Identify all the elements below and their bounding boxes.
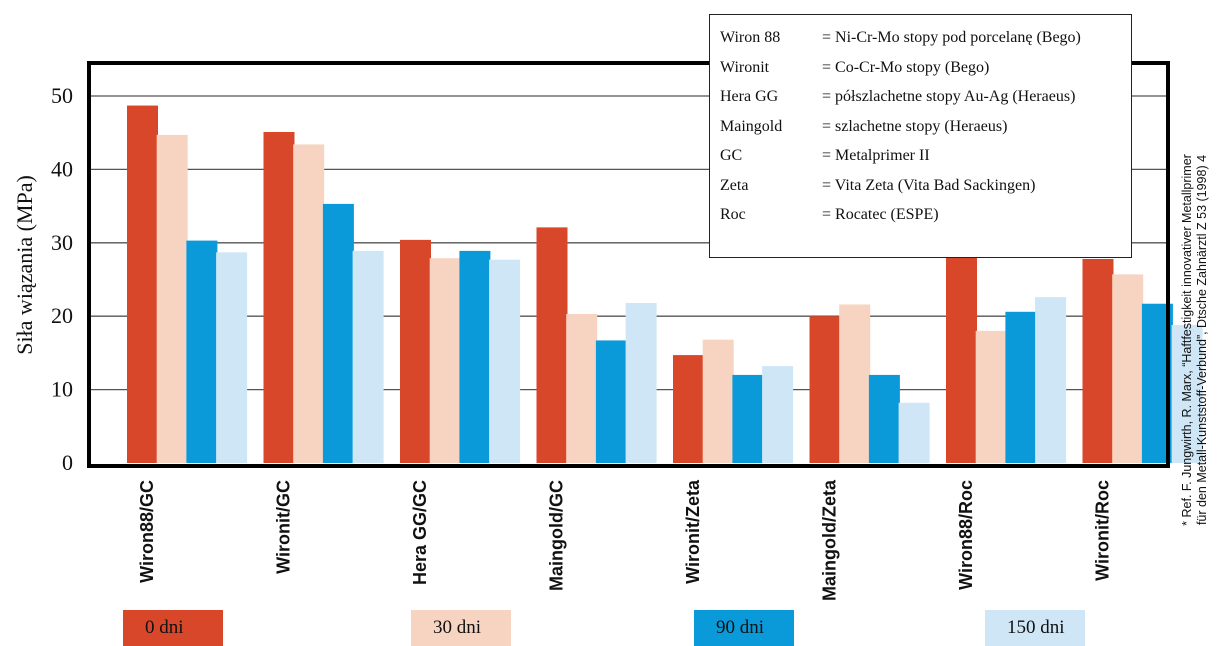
series-key-label: 150 dni	[1007, 617, 1065, 638]
x-tick-label: Wiron88/GC	[137, 480, 157, 583]
legend-value: = Rocatec (ESPE)	[822, 206, 939, 223]
y-tick-labels: 0 10 20 30 40 50	[51, 83, 73, 475]
bar	[1005, 311, 1037, 463]
bar	[489, 259, 521, 463]
bar	[566, 313, 598, 463]
bar	[868, 374, 900, 463]
legend-value: = Co-Cr-Mo stopy (Bego)	[822, 58, 990, 76]
legend-row: Wironit = Co-Cr-Mo stopy (Bego)	[720, 53, 1121, 83]
x-tick-label: Maingold/Zeta	[820, 479, 840, 601]
bar	[809, 316, 841, 463]
legend-row: Hera GG = półszlachetne stopy Au-Ag (Hera…	[720, 82, 1121, 112]
series-key-label: 0 dni	[145, 617, 184, 638]
series-key-label: 30 dni	[433, 617, 482, 638]
legend-key: Zeta	[720, 176, 749, 194]
legend-value: = Metalprimer II	[822, 147, 930, 164]
series-key-label: 90 dni	[716, 617, 765, 638]
series-key-0-days: 0 dni	[123, 610, 223, 646]
bar	[156, 134, 188, 464]
legend-row: Maingold = szlachetne stopy (Heraeus)	[720, 112, 1121, 142]
reference-line-1: * Ref. F. Jungwirth, R. Marx, “Haftfesti…	[1180, 154, 1194, 526]
series-key-30-days: 30 dni	[411, 610, 511, 646]
bar	[1082, 258, 1114, 463]
legend-value: = Vita Zeta (Vita Bad Sackingen)	[822, 176, 1036, 194]
bar	[536, 227, 568, 463]
legend-key: Hera GG	[720, 88, 779, 105]
legend-key: Wironit	[720, 58, 770, 76]
bar	[898, 402, 930, 463]
bar	[429, 258, 461, 463]
legend-key: Roc	[720, 206, 746, 223]
abbreviation-legend: Wiron 88 = Ni-Cr-Mo stopy pod porcelanę (…	[709, 14, 1132, 258]
bar	[127, 105, 158, 464]
x-tick-label: Wironit/Roc	[1093, 480, 1113, 581]
bar	[625, 302, 657, 463]
legend-value: = Ni-Cr-Mo stopy pod porcelanę (Bego)	[822, 29, 1081, 46]
bar	[263, 131, 295, 463]
series-key-90-days: 90 dni	[694, 610, 794, 646]
x-tick-label: Wironit/GC	[274, 480, 294, 574]
legend-row: Roc = Rocatec (ESPE)	[720, 200, 1121, 230]
y-tick-label: 20	[51, 303, 73, 328]
y-axis-label: Siła wiązania (MPa)	[12, 175, 37, 355]
bar	[1035, 297, 1067, 463]
legend-key: GC	[720, 147, 743, 164]
reference-footnote: * Ref. F. Jungwirth, R. Marx, “Haftfesti…	[1180, 60, 1210, 620]
x-tick-label: Hera GG/GC	[410, 480, 430, 585]
legend-key: Wiron 88	[720, 29, 781, 46]
reference-line-2: für den Metall-Kunststoff-Verbund”, Dtsc…	[1195, 154, 1209, 526]
bar	[352, 250, 384, 463]
y-tick-label: 50	[51, 83, 73, 108]
bar	[975, 330, 1007, 463]
bar	[216, 252, 248, 463]
bar	[673, 355, 704, 463]
y-tick-label: 10	[51, 377, 73, 402]
bar	[762, 366, 794, 463]
y-tick-label: 30	[51, 230, 73, 255]
x-tick-label: Maingold/GC	[547, 480, 567, 591]
x-tick-label: Wironit/Zeta	[683, 479, 703, 584]
bars	[127, 105, 1203, 464]
legend-key: Maingold	[720, 117, 783, 135]
legend-row: Wiron 88 = Ni-Cr-Mo stopy pod porcelanę (…	[720, 23, 1121, 53]
series-key-150-days: 150 dni	[985, 610, 1085, 646]
bar	[322, 203, 354, 463]
bar	[186, 240, 218, 463]
bar	[946, 256, 977, 463]
bar	[595, 340, 627, 463]
legend-value: = szlachetne stopy (Heraeus)	[822, 117, 1008, 135]
y-tick-label: 0	[62, 450, 73, 475]
bar	[732, 374, 764, 463]
plot-frame	[87, 61, 1170, 468]
legend-value: = półszlachetne stopy Au-Ag (Heraeus)	[822, 88, 1076, 105]
x-tick-labels: Wiron88/GC Wironit/GC Hera GG/GC Maingold/G…	[137, 479, 1113, 601]
bar	[1171, 325, 1203, 463]
legend-row: Zeta = Vita Zeta (Vita Bad Sackingen)	[720, 171, 1121, 201]
bar	[459, 250, 491, 463]
bar	[702, 339, 734, 463]
bar	[1112, 274, 1144, 463]
y-tick-label: 40	[51, 156, 73, 181]
x-tick-label: Wiron88/Roc	[956, 480, 976, 590]
bar	[293, 144, 325, 463]
bar	[400, 239, 431, 463]
legend-row: GC = Metalprimer II	[720, 141, 1121, 171]
bar	[839, 304, 871, 463]
